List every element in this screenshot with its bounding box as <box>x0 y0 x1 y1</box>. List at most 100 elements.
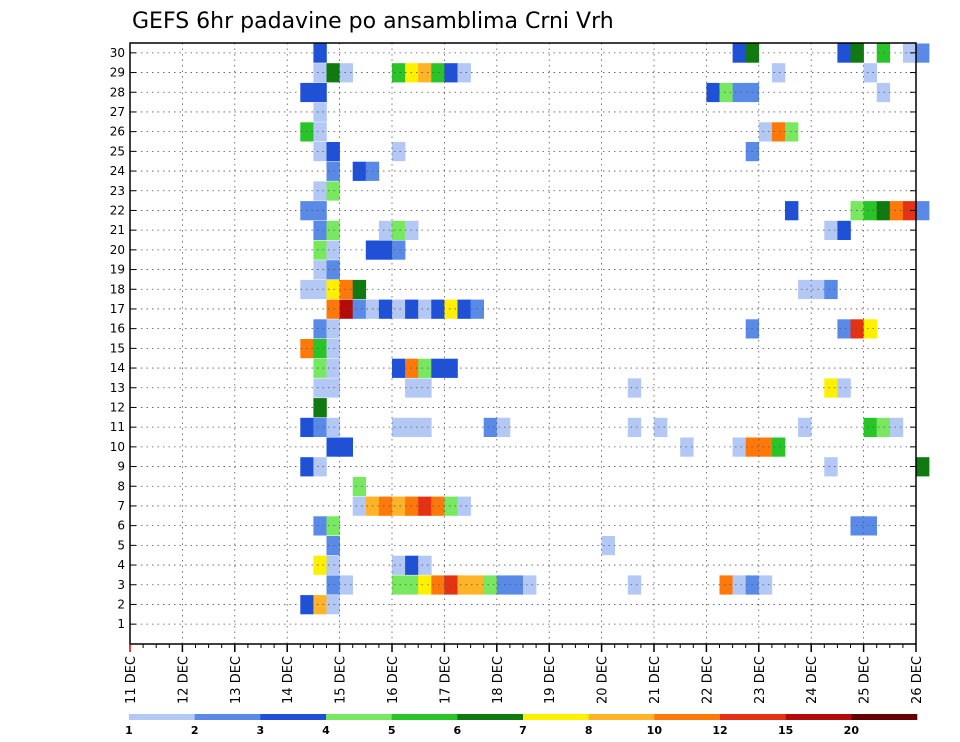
heatmap-cell <box>444 63 458 83</box>
y-tick-label: 10 <box>110 440 125 454</box>
heatmap-cell <box>313 82 327 103</box>
colorbar-label: 20 <box>844 724 860 737</box>
heatmap-cell <box>902 201 917 221</box>
heatmap-cell <box>771 122 786 142</box>
heatmap-cell <box>313 339 327 359</box>
heatmap-cell <box>313 516 327 536</box>
heatmap-cell <box>326 279 340 300</box>
heatmap-cell <box>837 220 851 240</box>
heatmap-cell <box>378 496 393 516</box>
colorbar-label: 15 <box>778 724 793 737</box>
heatmap-cell <box>326 339 340 359</box>
colorbar-swatch <box>326 714 392 720</box>
y-tick-label: 26 <box>110 125 125 139</box>
heatmap-cell <box>313 358 327 378</box>
heatmap-cell <box>326 555 340 575</box>
y-tick-label: 2 <box>117 597 125 611</box>
colorbar-swatch <box>588 714 655 720</box>
y-tick-label: 22 <box>110 203 125 217</box>
colorbar-label: 7 <box>519 724 527 737</box>
heatmap-cell <box>392 575 406 595</box>
heatmap-cell <box>313 417 327 437</box>
y-tick-label: 25 <box>110 144 125 158</box>
heatmap-cell <box>483 575 498 595</box>
heatmap-cell <box>785 122 799 142</box>
heatmap-cell <box>719 575 733 595</box>
heatmap-cell <box>719 82 733 103</box>
x-tick-label: 11 DEC <box>124 656 139 704</box>
heatmap-cell <box>313 457 327 477</box>
heatmap-cell <box>824 457 838 477</box>
y-tick-label: 20 <box>110 243 125 257</box>
heatmap-cell <box>418 555 432 575</box>
heatmap-cell <box>457 299 471 319</box>
heatmap-cell <box>771 63 786 83</box>
heatmap-cell <box>313 181 327 201</box>
grid-lines <box>130 43 916 644</box>
heatmap-cell <box>352 476 367 497</box>
y-tick-label: 5 <box>117 538 125 552</box>
y-tick-label: 18 <box>110 282 125 296</box>
x-tick-label: 20 DEC <box>596 656 611 704</box>
colorbar-label: 10 <box>647 724 663 737</box>
y-tick-label: 9 <box>117 460 125 474</box>
heatmap-cell <box>785 201 799 221</box>
y-tick-label: 11 <box>110 420 125 434</box>
heatmap-cell <box>444 299 458 319</box>
x-tick-label: 18 DEC <box>491 656 506 704</box>
heatmap-cell <box>326 220 340 240</box>
y-axis-ticks: 1234567891011121314151617181920212223242… <box>110 46 916 631</box>
x-tick-label: 13 DEC <box>229 656 244 704</box>
heatmap-cell <box>326 575 340 595</box>
heatmap-cell <box>313 260 327 280</box>
heatmap-cell <box>326 319 340 339</box>
heatmap-cell <box>418 417 432 437</box>
colorbar-swatch <box>785 714 852 720</box>
x-tick-label: 16 DEC <box>386 656 401 704</box>
heatmap-cell <box>339 299 353 319</box>
y-tick-label: 8 <box>117 479 125 493</box>
heatmap-cell <box>326 516 340 536</box>
heatmap-cell <box>798 279 812 300</box>
heatmap-cells <box>300 43 930 615</box>
heatmap-cell <box>326 240 340 260</box>
heatmap-cell <box>496 417 511 437</box>
heatmap-cell <box>837 319 851 339</box>
heatmap-cell <box>313 102 327 122</box>
x-tick-label: 23 DEC <box>753 656 768 704</box>
heatmap-cell <box>418 378 432 398</box>
heatmap-cell <box>326 142 340 162</box>
heatmap-cell <box>326 181 340 201</box>
y-tick-label: 24 <box>110 164 125 178</box>
y-tick-label: 14 <box>110 361 125 375</box>
heatmap-cell <box>313 142 327 162</box>
heatmap-cell <box>758 122 773 142</box>
heatmap-cell <box>326 63 340 83</box>
y-tick-label: 29 <box>110 66 125 80</box>
heatmap-cell <box>418 575 432 595</box>
heatmap-cell <box>378 220 393 240</box>
heatmap-cell <box>496 575 511 595</box>
heatmap-cell <box>509 575 524 595</box>
heatmap-cell <box>326 358 340 378</box>
colorbar-label: 4 <box>322 724 330 737</box>
colorbar-swatch <box>391 714 458 720</box>
x-tick-label: 14 DEC <box>281 656 296 704</box>
heatmap-cell <box>483 417 498 437</box>
colorbar-label: 5 <box>388 724 396 737</box>
y-tick-label: 4 <box>117 558 125 572</box>
heatmap-cell <box>758 575 773 595</box>
colorbar-label: 6 <box>454 724 462 737</box>
heatmap-cell <box>444 358 458 378</box>
colorbar: 1 2 3 4 5 6 7 8 10 12 15 20 <box>125 714 918 737</box>
colorbar-swatch <box>720 714 786 720</box>
heatmap-cell <box>352 279 367 300</box>
heatmap-cell <box>523 575 537 595</box>
heatmap-cell <box>863 201 877 221</box>
heatmap-cell <box>326 299 340 319</box>
heatmap-cell <box>418 358 432 378</box>
colorbar-swatch <box>129 714 195 720</box>
heatmap-cell <box>313 122 327 142</box>
heatmap-cell <box>418 299 432 319</box>
heatmap-cell <box>824 220 838 240</box>
